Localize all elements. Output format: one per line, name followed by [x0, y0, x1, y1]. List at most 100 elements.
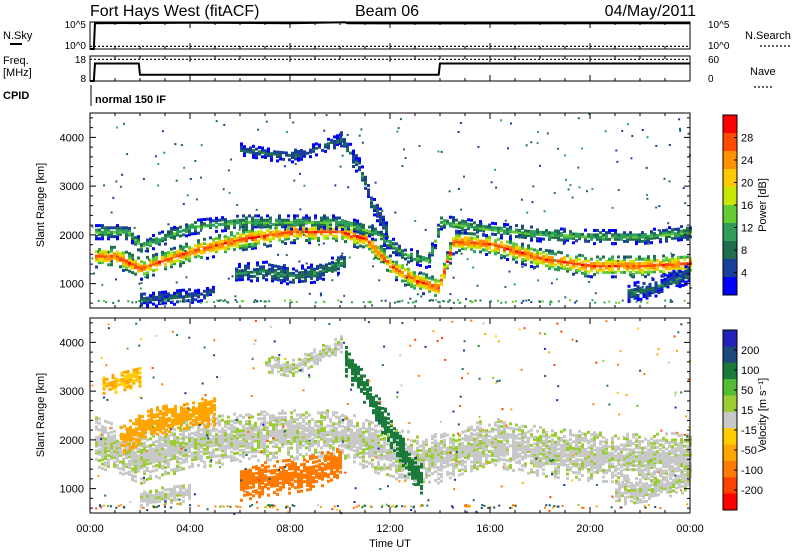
power-cell [515, 224, 518, 228]
power-cell [356, 237, 359, 241]
power-cell [316, 278, 319, 282]
velocity-cell [488, 434, 491, 438]
velocity-cell [302, 417, 305, 421]
power-cell [265, 260, 268, 264]
power-cell [223, 235, 226, 238]
velocity-cell [200, 439, 203, 443]
power-cell [209, 293, 212, 296]
power-cell [223, 123, 226, 126]
power-cell [638, 255, 641, 259]
power-cell [181, 248, 184, 251]
power-cell [191, 292, 194, 296]
velocity-cell [353, 431, 356, 435]
velocity-cell [275, 423, 278, 426]
power-cell [485, 239, 488, 243]
velocity-cell [272, 451, 275, 455]
velocity-cell [455, 461, 458, 465]
velocity-cell [389, 450, 392, 454]
velocity-cell [212, 426, 215, 430]
power-cell [464, 247, 467, 251]
power-cell [233, 234, 236, 238]
velocity-cell [356, 439, 359, 443]
velocity-cell [434, 479, 437, 482]
power-cell [414, 300, 417, 303]
velocity-cell [476, 454, 479, 458]
power-cell [299, 230, 302, 234]
velocity-cell [242, 433, 245, 437]
power-cell [255, 156, 258, 160]
velocity-cell [140, 464, 143, 468]
power-cell [466, 258, 469, 261]
power-cell [650, 232, 653, 236]
velocity-cell [296, 444, 299, 448]
power-cell [584, 270, 587, 273]
power-cell [275, 230, 278, 234]
power-cell [215, 120, 218, 123]
power-cell [455, 244, 458, 248]
velocity-cell [389, 465, 392, 469]
power-cell [344, 240, 347, 244]
power-cell [662, 233, 665, 237]
power-cell [686, 255, 689, 259]
velocity-cell [452, 444, 455, 448]
power-cell [678, 269, 682, 273]
velocity-cell [221, 429, 224, 433]
power-cell [448, 299, 451, 302]
power-cell [140, 303, 143, 307]
power-cell [317, 236, 320, 240]
power-cell [494, 245, 497, 249]
power-cell [268, 263, 271, 267]
power-cell [230, 219, 233, 223]
velocity-cell [356, 421, 359, 425]
power-cell [152, 234, 155, 237]
power-cell [458, 249, 461, 253]
power-cell [530, 232, 533, 236]
velocity-cell [188, 448, 191, 451]
velocity-cell [263, 421, 266, 425]
velocity-cell [311, 431, 314, 435]
velocity-cell [179, 450, 182, 454]
freq-right-tick-top: 60 [708, 55, 720, 66]
power-panel-frame [89, 112, 691, 309]
velocity-cell [431, 465, 434, 469]
velocity-cell [257, 434, 260, 438]
velocity-cell [182, 438, 185, 442]
power-cell [380, 244, 383, 248]
power-cell [134, 242, 137, 246]
power-cell [293, 216, 296, 220]
power-cell [239, 244, 242, 248]
power-cell [319, 265, 322, 269]
power-cell [428, 265, 431, 268]
power-cell [659, 233, 662, 237]
power-cell [629, 235, 632, 239]
velocity-cell [314, 433, 317, 437]
power-cell [639, 289, 643, 292]
power-cell [491, 228, 494, 232]
power-cell [241, 271, 244, 275]
velocity-cell [452, 473, 455, 477]
velocity-cell [338, 422, 341, 426]
power-cell [437, 150, 440, 153]
power-cell [368, 247, 371, 251]
velocity-cell [440, 433, 443, 437]
velocity-cell [236, 431, 239, 435]
velocity-cell [107, 449, 110, 453]
power-cell [262, 265, 265, 269]
power-cell [328, 266, 331, 270]
power-cell [376, 206, 379, 210]
velocity-cell [110, 430, 113, 434]
velocity-cell [299, 413, 302, 417]
power-cell [666, 283, 670, 287]
velocity-cell [434, 454, 437, 458]
power-cell [170, 300, 173, 304]
velocity-cell [314, 422, 317, 426]
power-cell [347, 227, 350, 231]
power-cell [476, 239, 479, 243]
power-cell [647, 272, 650, 276]
power-cell [602, 264, 605, 268]
power-cell [548, 267, 551, 270]
power-cell [370, 203, 373, 207]
power-cell [274, 275, 277, 279]
velocity-cell [110, 441, 113, 445]
velocity-cell [173, 439, 176, 443]
